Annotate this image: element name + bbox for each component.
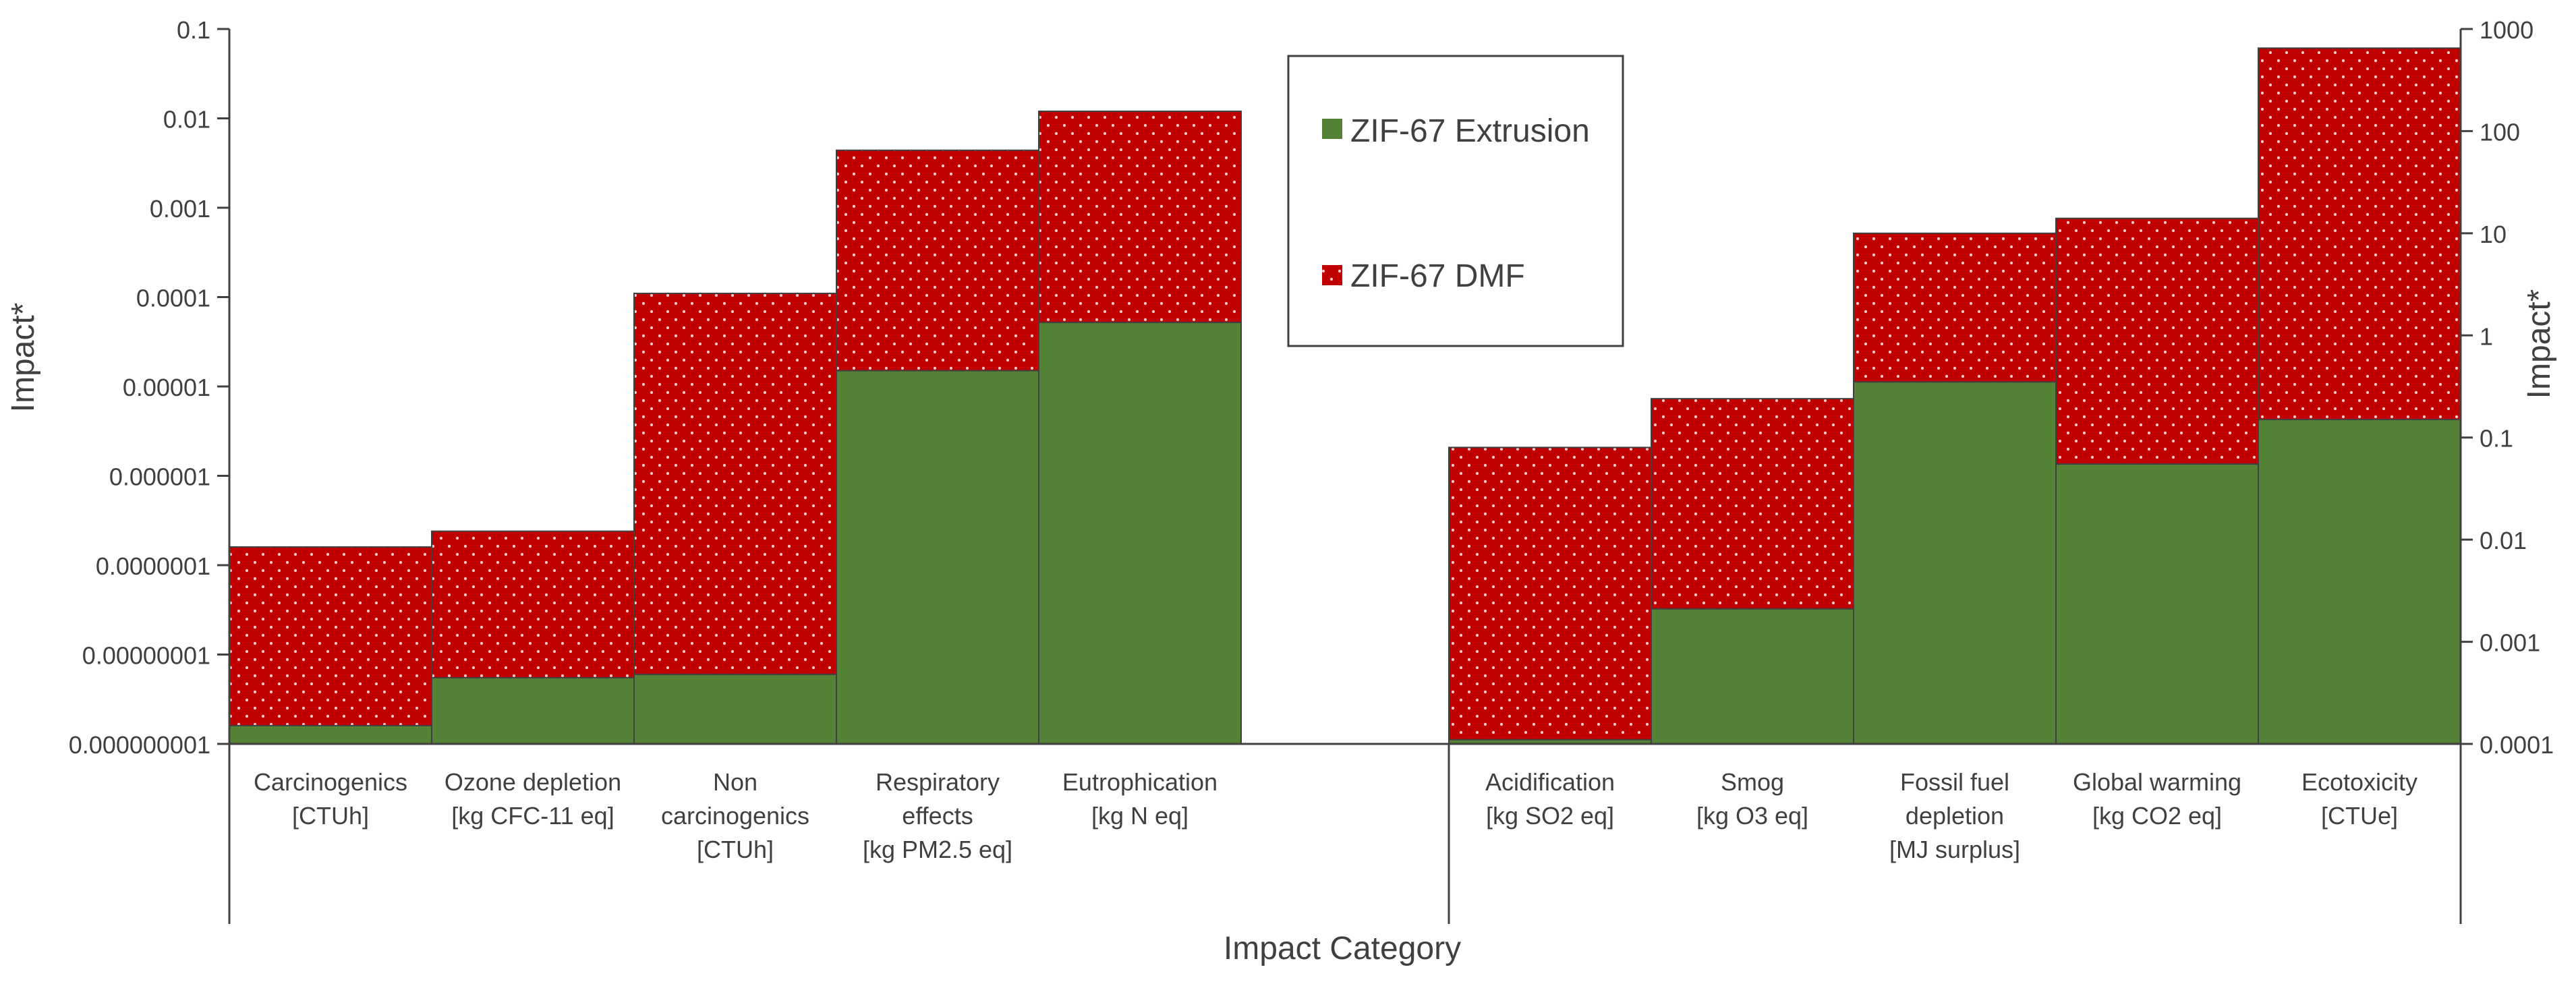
bar-dmf-0-2 bbox=[633, 293, 837, 745]
bar-extrusion-1-2 bbox=[1853, 381, 2057, 745]
bar-extrusion-0-2 bbox=[633, 673, 837, 745]
right-tick-label: 0.01 bbox=[2480, 527, 2527, 554]
right-tick-label: 10 bbox=[2480, 221, 2507, 248]
legend-box bbox=[1287, 55, 1624, 347]
bar-dmf-1-0 bbox=[1448, 446, 1652, 745]
bar-dmf-0-0 bbox=[229, 546, 432, 745]
left-tick-label: 0.000000001 bbox=[69, 731, 210, 759]
x-category-label: Global warming [kg CO2 eq] bbox=[2073, 768, 2241, 830]
right-y-axis-title: Impact* bbox=[2521, 289, 2557, 399]
bar-extrusion-1-3 bbox=[2055, 463, 2259, 745]
x-category-label: Eutrophication [kg N eq] bbox=[1062, 768, 1218, 830]
left-tick-label: 0.000001 bbox=[109, 463, 210, 491]
bar-extrusion-0-1 bbox=[431, 676, 635, 745]
right-tick-label: 0.001 bbox=[2480, 629, 2540, 657]
x-category-label: Respiratory effects [kg PM2.5 eq] bbox=[863, 768, 1012, 863]
left-y-axis-title: Impact* bbox=[5, 303, 41, 413]
bar-extrusion-1-1 bbox=[1651, 608, 1854, 745]
bar-extrusion-0-0 bbox=[229, 724, 432, 745]
plot-area bbox=[228, 29, 2462, 924]
bar-extrusion-0-4 bbox=[1038, 322, 1242, 745]
left-tick-label: 0.01 bbox=[163, 106, 210, 134]
right-tick-label: 1000 bbox=[2480, 16, 2534, 44]
legend-label-extrusion: ZIF-67 Extrusion bbox=[1350, 113, 1590, 149]
x-category-label: Carcinogenics [CTUh] bbox=[254, 768, 407, 830]
x-category-label: Acidification [kg SO2 eq] bbox=[1485, 768, 1615, 830]
left-tick-label: 0.0001 bbox=[136, 285, 210, 312]
legend-label-dmf: ZIF-67 DMF bbox=[1350, 258, 1525, 294]
right-tick-label: 0.0001 bbox=[2480, 731, 2554, 759]
left-tick-label: 0.0000001 bbox=[96, 552, 210, 580]
x-category-label: Ozone depletion [kg CFC-11 eq] bbox=[445, 768, 621, 830]
legend-swatch-dmf bbox=[1322, 265, 1342, 285]
right-tick-label: 100 bbox=[2480, 118, 2520, 146]
bar-extrusion-0-3 bbox=[836, 370, 1039, 745]
legend: ZIF-67 Extrusion ZIF-67 DMF bbox=[1287, 55, 1624, 347]
left-tick-label: 0.1 bbox=[177, 16, 210, 44]
left-y-axis: 0.1 0.01 0.001 0.0001 0.00001 0.000001 0.00000… bbox=[69, 16, 229, 759]
x-category-labels: Carcinogenics [CTUh] Ozone depletion [kg CF… bbox=[254, 768, 2417, 863]
legend-swatch-extrusion bbox=[1322, 119, 1342, 139]
right-y-axis: 1000 100 10 1 0.1 0.01 0.001 0.0001 bbox=[2461, 16, 2554, 759]
right-tick-label: 0.1 bbox=[2480, 425, 2513, 453]
x-category-label: Fossil fuel depletion [MJ surplus] bbox=[1889, 768, 2020, 863]
x-category-label: Smog [kg O3 eq] bbox=[1696, 768, 1808, 830]
right-tick-label: 1 bbox=[2480, 322, 2493, 350]
bar-extrusion-1-4 bbox=[2258, 419, 2461, 745]
left-tick-label: 0.00001 bbox=[123, 374, 210, 401]
x-category-label: Ecotoxicity [CTUe] bbox=[2301, 768, 2417, 830]
x-category-label: Non carcinogenics [CTUh] bbox=[661, 768, 809, 863]
left-tick-label: 0.00000001 bbox=[82, 642, 210, 670]
left-tick-label: 0.001 bbox=[150, 195, 210, 223]
x-axis-title: Impact Category bbox=[1224, 931, 1461, 966]
